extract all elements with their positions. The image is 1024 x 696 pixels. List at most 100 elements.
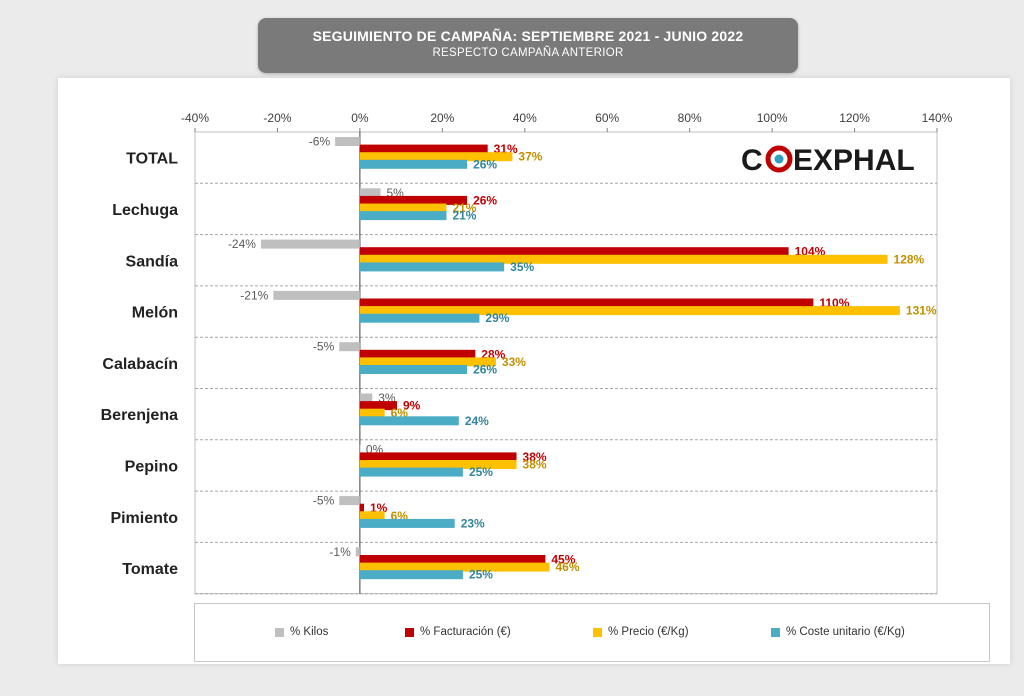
bar-3-2 [359,262,505,272]
bar-2-0 [359,152,513,162]
bar-1-2 [359,247,789,257]
x-tick-label: 140% [922,111,953,125]
bar-3-6 [359,467,463,477]
category-label: Calabacín [102,356,178,373]
legend-swatch-kilos [275,627,284,637]
bar-1-6 [359,452,517,462]
bar-1-7 [359,503,365,513]
legend-swatch-precio [593,627,602,637]
x-tick-label: 0% [351,111,369,125]
data-label-2-8: 46% [556,560,580,574]
bar-2-6 [359,460,517,469]
category-label: Lechuga [112,202,178,219]
data-label-2-2: 128% [894,252,925,266]
legend-label-precio: % Precio (€/Kg) [608,626,689,638]
x-tick-label: -20% [263,111,291,125]
logo-ring-center [774,154,784,164]
legend-item-coste: % Coste unitario (€/Kg) [771,626,905,638]
bar-2-4 [359,357,496,367]
chart-title: SEGUIMIENTO DE CAMPAÑA: SEPTIEMBRE 2021 … [312,28,744,44]
data-label-1-1: 26% [473,193,497,207]
bar-2-8 [359,562,550,572]
data-label-1-5: 9% [403,399,421,413]
legend-label-facturacion: % Facturación (€) [420,626,511,638]
data-label-1-6: 38% [523,450,547,464]
data-label-3-2: 35% [510,260,534,274]
bar-0-7 [339,496,360,506]
bar-3-8 [359,570,463,580]
chart-legend: % Kilos % Facturación (€) % Precio (€/Kg… [194,603,990,662]
data-label-3-8: 25% [469,568,493,582]
bar-2-2 [359,254,888,264]
category-label: Tomate [122,561,178,578]
bar-3-3 [359,313,480,323]
x-tick-label: 60% [595,111,619,125]
data-label-0-2: -24% [228,237,256,251]
data-label-2-6: 38% [523,458,547,472]
data-label-3-7: 23% [461,516,485,530]
category-label: Berenjena [101,407,178,424]
x-tick-label: 20% [430,111,454,125]
data-label-3-4: 26% [473,363,497,377]
data-label-2-0: 37% [518,150,542,164]
bar-2-3 [359,306,900,316]
bar-1-4 [359,349,476,359]
category-label: Pepino [125,458,179,475]
legend-item-kilos: % Kilos [275,626,328,638]
bar-0-1 [359,188,381,198]
bar-0-5 [359,393,373,403]
data-label-3-6: 25% [469,465,493,479]
bar-chart: -40% -20% 0% 20% 40% 60% 80% 100% 120% 140% TOTAL L… [101,111,953,595]
data-label-2-4: 33% [502,355,526,369]
bar-2-1 [359,203,447,213]
bar-3-5 [359,416,459,426]
x-tick-label: 40% [513,111,537,125]
bar-1-3 [359,298,814,308]
x-tick-label: 100% [757,111,788,125]
bar-1-5 [359,401,397,411]
bar-0-6 [359,444,361,454]
data-label-3-3: 29% [485,311,509,325]
data-label-0-0: -6% [309,135,331,149]
bar-2-7 [359,511,385,521]
bar-3-4 [359,365,468,374]
data-label-0-8: -1% [329,545,351,559]
plot-area-frame [194,131,938,595]
bar-0-3 [273,290,360,300]
data-label-2-3: 131% [906,304,937,318]
legend-swatch-facturacion [405,627,414,637]
x-tick-label: 80% [678,111,702,125]
bar-3-7 [359,518,455,528]
logo-letter-c: C [741,144,763,177]
bar-1-0 [359,144,488,154]
category-label: Sandía [126,253,179,270]
x-tick-label: -40% [181,111,209,125]
logo-text-rest: EXPHAL [793,144,915,177]
data-label-0-7: -5% [313,494,335,508]
data-label-3-5: 24% [465,414,489,428]
data-label-3-1: 21% [452,209,476,223]
legend-swatch-coste [771,627,780,637]
bar-0-2 [260,239,360,249]
bar-3-1 [359,211,447,221]
category-label: TOTAL [126,151,178,168]
bar-3-0 [359,159,468,169]
legend-label-coste: % Coste unitario (€/Kg) [786,626,905,638]
category-label: Pimiento [110,510,178,527]
legend-item-precio: % Precio (€/Kg) [593,626,689,638]
bar-0-4 [339,342,360,352]
data-label-1-8: 45% [551,553,575,567]
category-label: Melón [132,305,178,322]
bar-0-0 [335,137,360,146]
data-label-0-3: -21% [240,288,268,302]
chart-title-banner: SEGUIMIENTO DE CAMPAÑA: SEPTIEMBRE 2021 … [258,18,798,73]
chart-subtitle: RESPECTO CAMPAÑA ANTERIOR [432,47,624,59]
bar-0-8 [355,547,360,557]
bar-2-5 [359,408,385,418]
bar-1-8 [359,555,546,564]
data-label-2-1: 21% [452,201,476,215]
data-label-0-4: -5% [313,340,335,354]
x-tick-label: 120% [839,111,870,125]
bar-1-1 [359,195,468,205]
legend-label-kilos: % Kilos [290,626,329,638]
